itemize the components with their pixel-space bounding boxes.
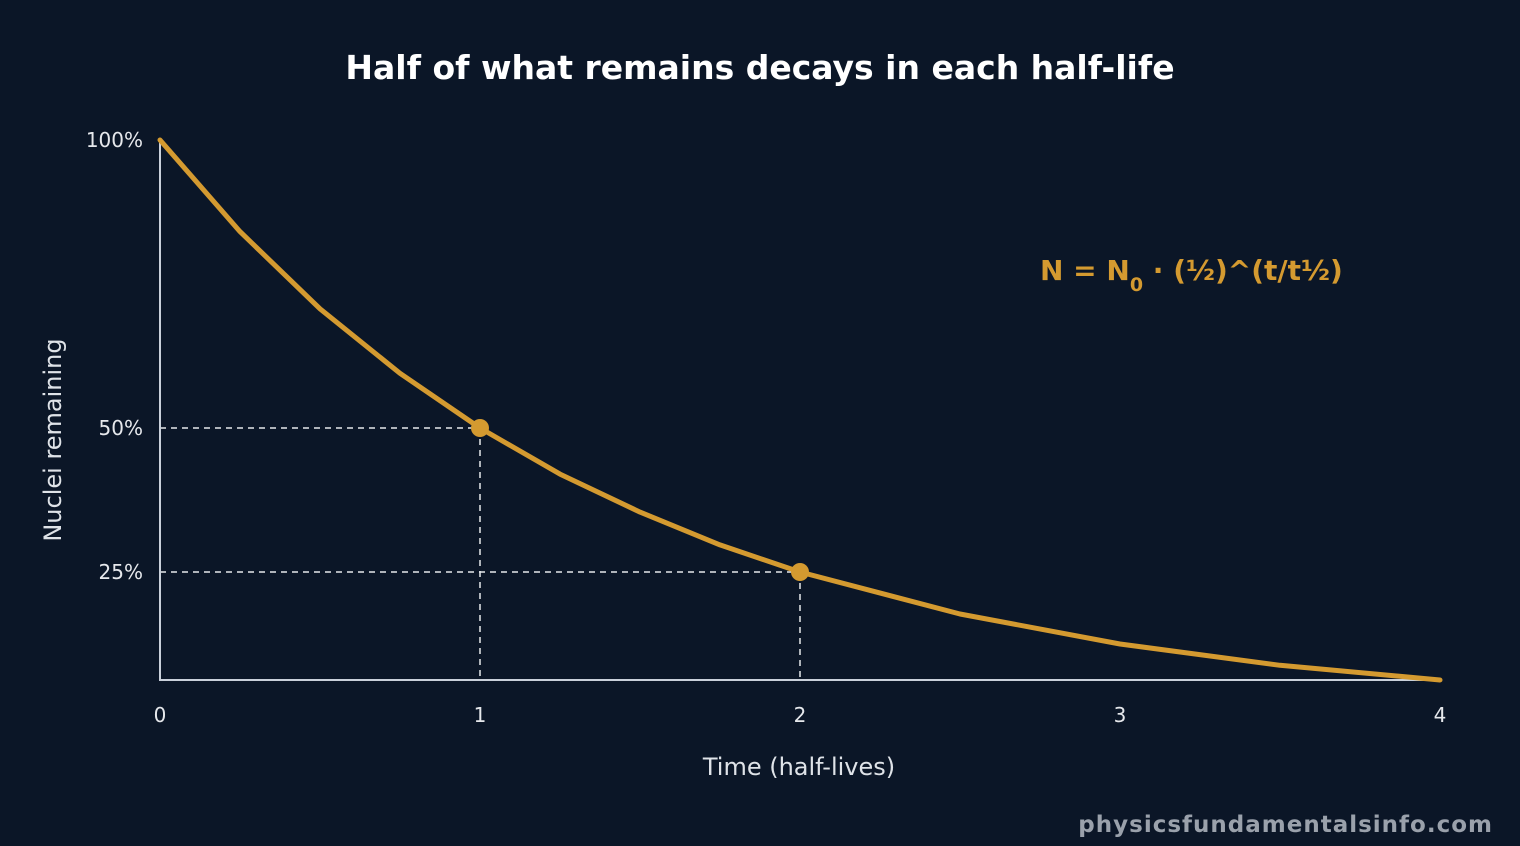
- watermark: physicsfundamentalsinfo.com: [1078, 812, 1493, 838]
- x-tick-labels: 0 1 2 3 4: [154, 703, 1447, 727]
- highlight-point: [791, 563, 809, 581]
- x-tick-label: 4: [1434, 703, 1447, 727]
- x-tick-label: 1: [474, 703, 487, 727]
- x-tick-label: 3: [1114, 703, 1127, 727]
- y-axis-label: Nuclei remaining: [39, 338, 67, 541]
- formula-prefix: N = N: [1040, 254, 1130, 287]
- formula-annotation: N = N0 · (½)^(t/t½): [1040, 254, 1343, 296]
- highlight-point: [471, 419, 489, 437]
- formula-subscript: 0: [1130, 274, 1143, 296]
- decay-curve: [157, 137, 1443, 683]
- x-tick-label: 0: [154, 703, 167, 727]
- chart-title: Half of what remains decays in each half…: [345, 48, 1174, 87]
- y-tick-label: 100%: [86, 128, 143, 152]
- x-axis-label: Time (half-lives): [702, 753, 895, 781]
- formula-suffix: · (½)^(t/t½): [1143, 254, 1343, 287]
- y-tick-label: 25%: [99, 560, 143, 584]
- x-tick-label: 2: [794, 703, 807, 727]
- guide-lines: [160, 427, 801, 680]
- y-tick-labels: 100% 50% 25%: [86, 128, 143, 584]
- highlight-points: [471, 419, 809, 581]
- y-tick-label: 50%: [99, 416, 143, 440]
